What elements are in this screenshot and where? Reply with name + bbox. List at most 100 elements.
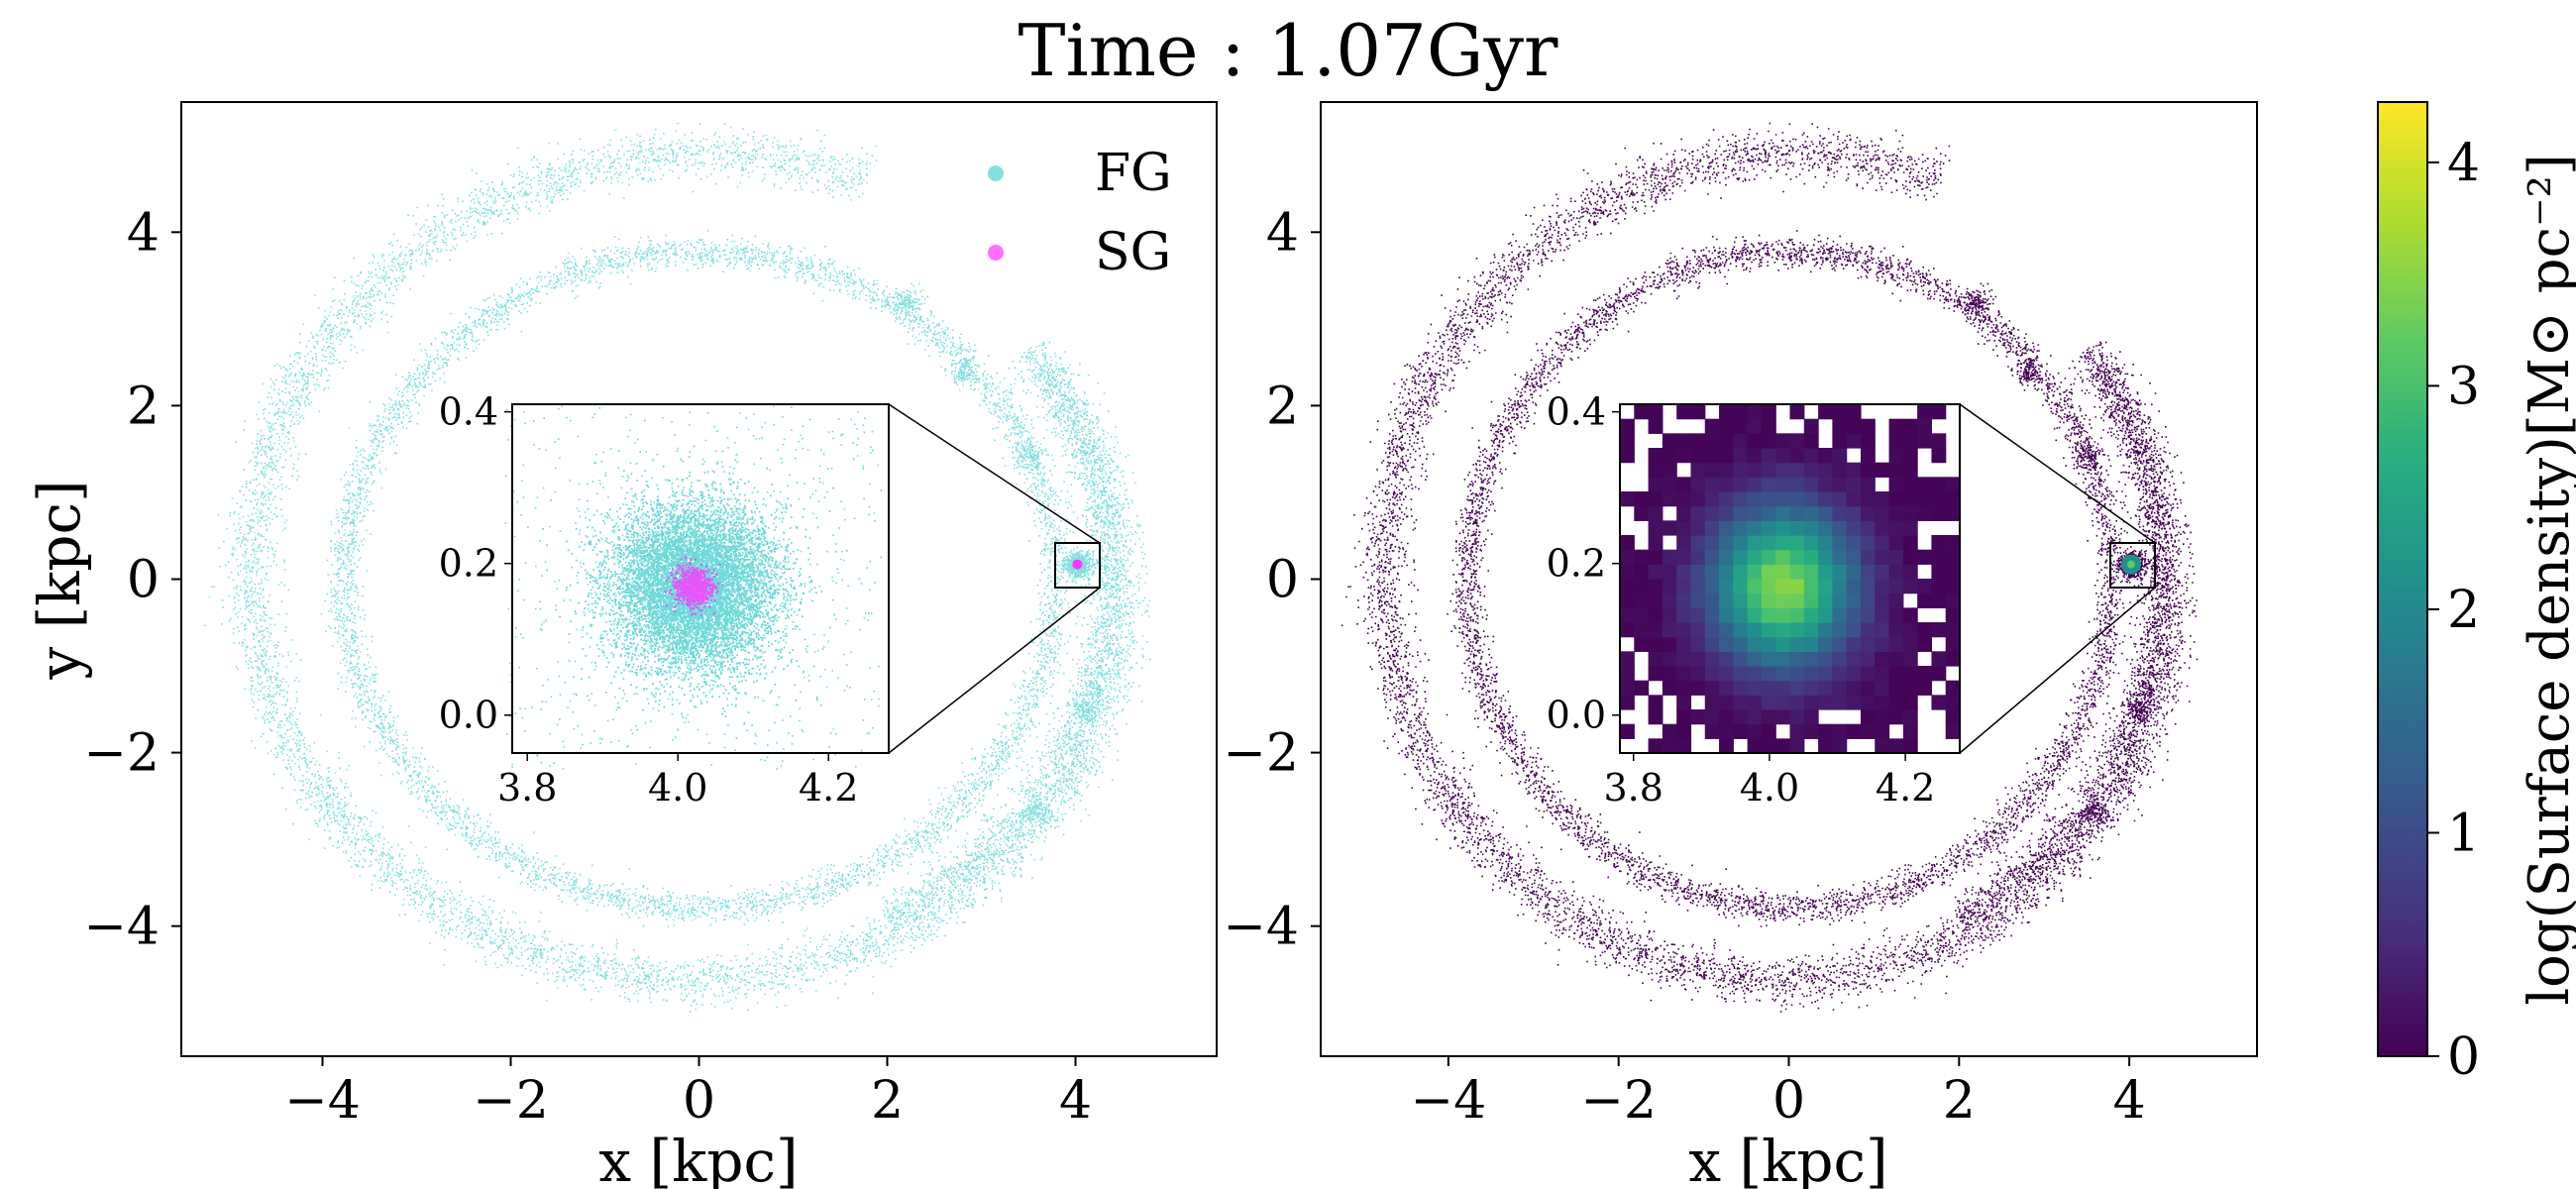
heatmap-cell <box>1860 622 1876 638</box>
heatmap-cell <box>1676 491 1692 507</box>
inset-y-tick-label: 0.0 <box>1547 694 1606 737</box>
heatmap-cell <box>1789 535 1805 551</box>
heatmap-cell <box>1931 593 1947 608</box>
heatmap-cell <box>1662 448 1677 464</box>
left-scatter-panel: −4 −2 0 2 4 −4 −2 0 2 4 x [kpc] y [kpc] FG SG 3.8… <box>26 101 1218 1189</box>
heatmap-cell <box>1775 491 1791 507</box>
heatmap-cell <box>1662 680 1677 696</box>
heatmap-cell <box>1747 651 1763 667</box>
heatmap-cell <box>1832 680 1848 696</box>
y-tick-label: −4 <box>1223 898 1299 957</box>
heatmap-cell <box>1676 695 1692 710</box>
heatmap-cell <box>1789 477 1805 492</box>
heatmap-cell <box>1860 680 1876 696</box>
heatmap-cell <box>1747 636 1763 652</box>
heatmap-cell <box>1875 535 1890 551</box>
heatmap-cell <box>1719 549 1734 565</box>
heatmap-cell <box>1846 666 1862 682</box>
heatmap-cell <box>1690 636 1706 652</box>
heatmap-cell <box>1719 579 1734 594</box>
heatmap-cell <box>1860 448 1876 464</box>
heatmap-cell <box>1803 607 1819 623</box>
legend-sg-marker <box>988 245 1004 261</box>
heatmap-cell <box>1945 622 1961 638</box>
heatmap-cell <box>1719 477 1734 492</box>
heatmap-cell <box>1875 666 1890 682</box>
x-tick-label: −2 <box>1580 1071 1657 1131</box>
heatmap-cell <box>1888 535 1904 551</box>
heatmap-cell <box>1648 738 1664 754</box>
heatmap-cell <box>1747 477 1763 492</box>
heatmap-cell <box>1761 564 1776 580</box>
heatmap-cell <box>1917 579 1933 594</box>
heatmap-cell <box>1888 549 1904 565</box>
heatmap-cell <box>1690 680 1706 696</box>
heatmap-cell <box>1931 549 1947 565</box>
inset-y-tick-label: 0.2 <box>439 542 498 586</box>
heatmap-cell <box>1775 448 1791 464</box>
heatmap-cell <box>1761 491 1776 507</box>
heatmap-cell <box>1832 738 1848 754</box>
heatmap-cell <box>1676 579 1692 594</box>
heatmap-cell <box>1875 695 1890 710</box>
heatmap-cell <box>1620 723 1635 739</box>
heatmap-cell <box>1832 666 1848 682</box>
heatmap-cell <box>1662 462 1677 478</box>
inset-x-tick-label: 4.0 <box>648 766 707 810</box>
colorbar-label: log(Surface density)[M⊙ pc⁻²] <box>2518 154 2576 1006</box>
heatmap-cell <box>1761 636 1776 652</box>
heatmap-cell <box>1747 622 1763 638</box>
heatmap-cell <box>1634 404 1650 420</box>
heatmap-cell <box>1860 477 1876 492</box>
heatmap-cell <box>1676 666 1692 682</box>
heatmap-cell <box>1789 520 1805 536</box>
x-tick-label: −2 <box>473 1071 549 1131</box>
heatmap-cell <box>1931 564 1947 580</box>
colorbar-tick-label: 3 <box>2447 357 2480 416</box>
heatmap-cell <box>1761 535 1776 551</box>
heatmap-cell <box>1761 505 1776 521</box>
heatmap-cell <box>1761 666 1776 682</box>
heatmap-cell <box>1846 607 1862 623</box>
heatmap-cell <box>1917 593 1933 608</box>
heatmap-cell <box>1875 651 1890 667</box>
heatmap-cell <box>1662 636 1677 652</box>
heatmap-cell <box>1902 535 1918 551</box>
heatmap-cell <box>1761 622 1776 638</box>
legend-fg-marker <box>988 165 1004 181</box>
heatmap-cell <box>1931 505 1947 521</box>
heatmap-cell <box>1761 418 1776 434</box>
heatmap-cell <box>1846 505 1862 521</box>
heatmap-cell <box>1888 491 1904 507</box>
heatmap-cell <box>1803 709 1819 725</box>
heatmap-cell <box>1676 433 1692 449</box>
right-density-panel: −4 −2 0 2 4 −4 −2 0 2 4 x [kpc] 3.8 4.0 4.2 0.0 0.2 0.… <box>1223 101 2258 1189</box>
heatmap-cell <box>1875 505 1890 521</box>
heatmap-cell <box>1818 535 1833 551</box>
y-tick-label: −4 <box>83 898 160 957</box>
heatmap-cell <box>1733 549 1749 565</box>
heatmap-cell <box>1832 651 1848 667</box>
heatmap-cell <box>1888 709 1904 725</box>
heatmap-cell <box>1620 535 1635 551</box>
heatmap-cell <box>1733 709 1749 725</box>
heatmap-cell <box>1860 709 1876 725</box>
right-x-axis-label: x [kpc] <box>1688 1128 1887 1189</box>
heatmap-cell <box>1860 636 1876 652</box>
heatmap-cell <box>1704 709 1720 725</box>
heatmap-cell <box>1818 622 1833 638</box>
heatmap-cell <box>1875 549 1890 565</box>
heatmap-cell <box>1846 651 1862 667</box>
heatmap-cell <box>1704 535 1720 551</box>
x-tick-label: 2 <box>871 1071 904 1131</box>
heatmap-cell <box>1704 695 1720 710</box>
heatmap-cell <box>1733 579 1749 594</box>
heatmap-cell <box>1902 549 1918 565</box>
left-inset-points <box>504 405 883 770</box>
heatmap-cell <box>1860 505 1876 521</box>
inset-sg-particles <box>664 556 724 617</box>
heatmap-cell <box>1620 666 1635 682</box>
heatmap-cell <box>1917 491 1933 507</box>
heatmap-cell <box>1945 549 1961 565</box>
heatmap-cell <box>1690 709 1706 725</box>
